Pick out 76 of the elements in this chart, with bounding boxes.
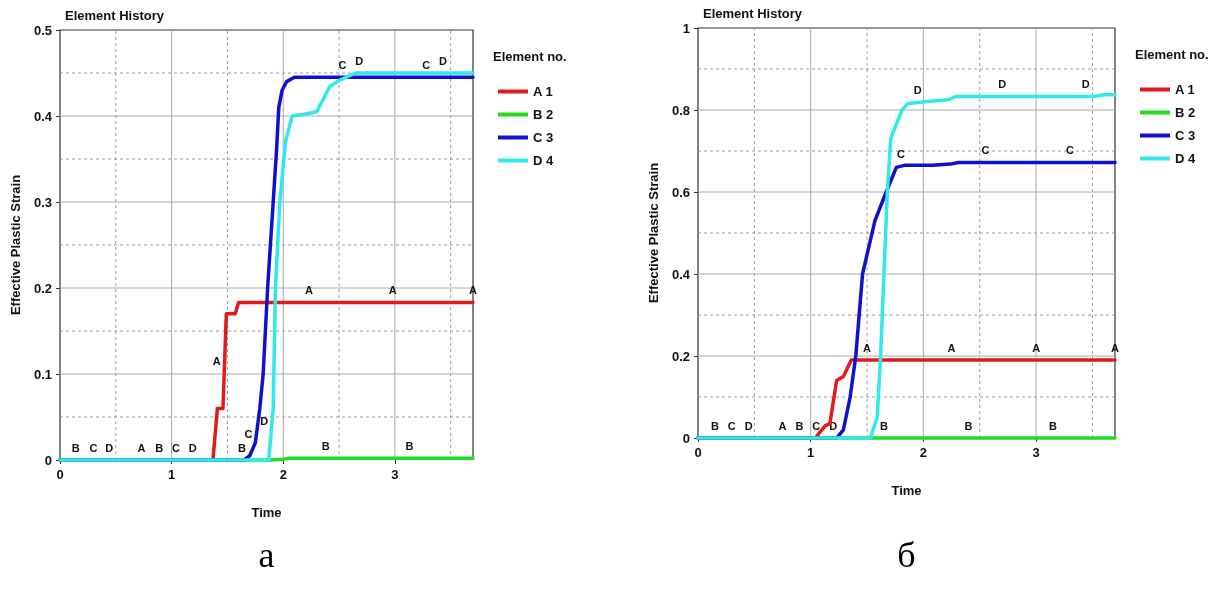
annotation: B bbox=[237, 441, 246, 454]
annotation: A bbox=[212, 355, 221, 368]
legend-label: B 2 bbox=[1175, 105, 1196, 120]
annotation: C bbox=[422, 58, 431, 71]
legend-label: B 2 bbox=[533, 107, 554, 122]
legend-title: Element no. bbox=[1135, 47, 1209, 62]
annotation: C bbox=[727, 419, 736, 432]
annotation: D bbox=[1081, 77, 1090, 90]
annotation: B bbox=[964, 419, 973, 432]
y-tick-label: 0.2 bbox=[671, 348, 690, 364]
annotation: D bbox=[998, 77, 1007, 90]
annotation: A bbox=[388, 284, 397, 297]
annotation: C bbox=[244, 428, 253, 441]
y-tick-label: 0 bbox=[682, 430, 690, 446]
x-tick-label: 2 bbox=[919, 445, 928, 460]
annotation: A bbox=[863, 341, 872, 354]
annotation: A bbox=[1111, 341, 1120, 354]
annotation: D bbox=[188, 441, 197, 454]
legend-label: D 4 bbox=[533, 153, 554, 168]
annotation: B bbox=[405, 439, 414, 452]
legend-label: C 3 bbox=[1175, 128, 1196, 143]
annotation: A bbox=[947, 341, 956, 354]
annotation: D bbox=[260, 415, 269, 428]
annotation: D bbox=[355, 54, 364, 67]
annotation: B bbox=[1049, 419, 1058, 432]
annotation: B bbox=[71, 441, 80, 454]
annotation: B bbox=[321, 439, 330, 452]
annotation: C bbox=[896, 147, 905, 160]
legend-label: A 1 bbox=[533, 84, 553, 99]
annotation: A bbox=[1032, 341, 1041, 354]
x-axis-title: Time bbox=[251, 505, 282, 520]
annotation: C bbox=[812, 419, 821, 432]
annotation: C bbox=[1065, 143, 1074, 156]
annotation: D bbox=[438, 54, 447, 67]
y-tick-label: 1 bbox=[682, 20, 690, 36]
annotation: A bbox=[304, 284, 313, 297]
x-tick-label: 3 bbox=[391, 467, 399, 482]
y-tick-label: 0.8 bbox=[671, 102, 690, 118]
annotation: B bbox=[155, 441, 164, 454]
y-axis-title: Effective Plastic Strain bbox=[8, 174, 23, 316]
annotation: D bbox=[913, 84, 922, 97]
legend-label: A 1 bbox=[1175, 82, 1195, 97]
x-tick-label: 1 bbox=[168, 467, 176, 482]
y-tick-label: 0.3 bbox=[33, 194, 52, 210]
y-tick-label: 0.6 bbox=[671, 184, 690, 200]
chart-title: Element History bbox=[703, 6, 803, 21]
annotation: B bbox=[879, 419, 888, 432]
x-tick-label: 0 bbox=[56, 467, 64, 482]
x-tick-label: 1 bbox=[807, 445, 815, 460]
annotation: A bbox=[469, 284, 478, 297]
annotation: C bbox=[89, 441, 98, 454]
text: б bbox=[897, 535, 916, 575]
annotation: A bbox=[137, 441, 146, 454]
y-tick-label: 0.5 bbox=[33, 22, 52, 38]
y-axis-title: Effective Plastic Strain bbox=[646, 162, 661, 304]
chart-title: Element History bbox=[65, 8, 165, 23]
y-tick-label: 0.1 bbox=[33, 366, 52, 382]
annotation: D bbox=[105, 441, 114, 454]
x-tick-label: 3 bbox=[1032, 445, 1040, 460]
annotation: C bbox=[981, 143, 990, 156]
x-tick-label: 2 bbox=[279, 467, 287, 482]
legend-label: C 3 bbox=[533, 130, 554, 145]
y-tick-label: 0.4 bbox=[33, 108, 53, 124]
legend-label: D 4 bbox=[1175, 151, 1196, 166]
y-tick-label: 0.4 bbox=[671, 266, 691, 282]
x-tick-label: 0 bbox=[694, 445, 702, 460]
x-axis-title: Time bbox=[891, 483, 922, 498]
annotation: B bbox=[795, 419, 804, 432]
annotation: D bbox=[744, 419, 753, 432]
annotation: A bbox=[778, 419, 787, 432]
legend-title: Element no. bbox=[493, 49, 567, 64]
annotation: B bbox=[710, 419, 719, 432]
y-tick-label: 0.2 bbox=[33, 280, 52, 296]
annotation: C bbox=[338, 58, 347, 71]
text: a bbox=[258, 535, 275, 575]
annotation: C bbox=[172, 441, 181, 454]
